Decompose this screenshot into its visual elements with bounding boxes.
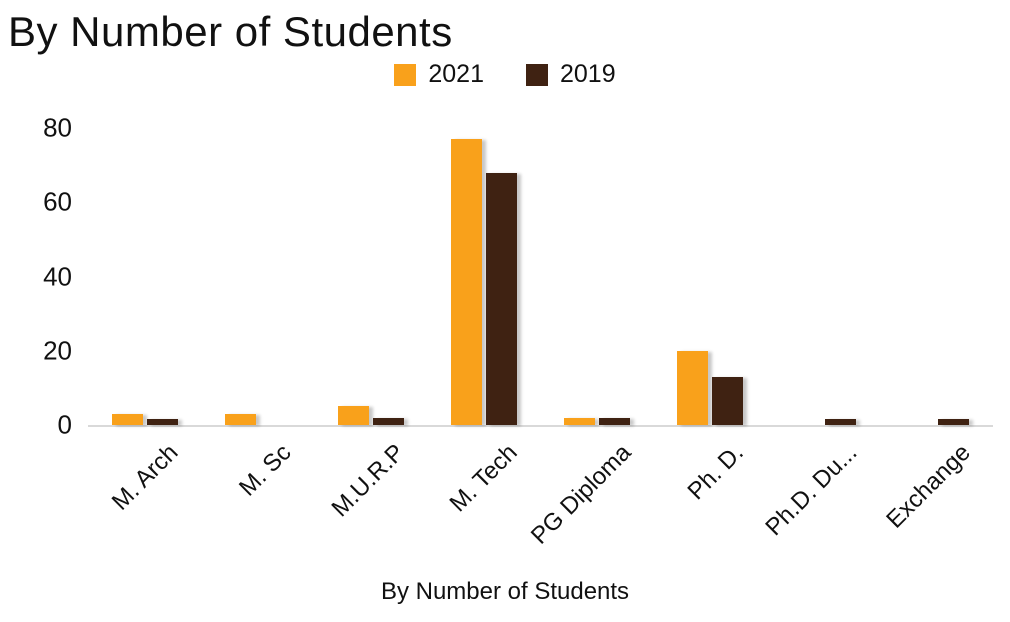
legend-swatch-icon <box>394 63 417 86</box>
bar-2021 <box>450 139 482 425</box>
y-tick-label: 60 <box>43 186 72 217</box>
plot-area: 0 20 40 60 80 M. Arch M. Sc M.U.R.P M. Tech PG D… <box>43 113 993 550</box>
x-tick-label: Ph.D. Du... <box>760 439 863 542</box>
x-tick-label: Ph. D. <box>682 439 750 506</box>
legend-label: 2019 <box>560 60 616 88</box>
x-tick-label: M. Tech <box>444 439 523 518</box>
x-axis-title: By Number of Students <box>380 578 630 605</box>
bar-group: Ph.D. Du... <box>760 128 862 541</box>
bar-2019 <box>825 419 857 425</box>
y-tick-label: 20 <box>43 335 72 366</box>
y-tick-label: 40 <box>43 261 72 291</box>
bar-2019 <box>485 172 517 425</box>
y-tick-label: 80 <box>43 112 72 143</box>
x-tick-label: M. Arch <box>106 439 184 516</box>
y-tick-label: 0 <box>57 409 72 440</box>
legend: 2021 2019 <box>0 60 1010 89</box>
bar-2021 <box>224 413 256 425</box>
legend-item-2019: 2019 <box>526 60 616 89</box>
x-tick-label: PG Diploma <box>525 439 636 550</box>
bar-2021 <box>564 417 596 425</box>
bar-2019 <box>372 417 404 425</box>
bar-group: Exchange <box>881 128 975 534</box>
legend-item-2021: 2021 <box>394 60 484 89</box>
bar-2019 <box>146 419 178 425</box>
bar-2019 <box>712 376 744 425</box>
bar-group: M. Sc <box>224 128 297 501</box>
bar-2019 <box>938 419 970 425</box>
bar-group: M. Arch <box>107 128 183 516</box>
bar-group: M. Tech <box>445 128 523 517</box>
bar-2021 <box>111 413 143 425</box>
x-tick-label: Exchange <box>880 439 976 534</box>
x-tick-label: M.U.R.P <box>326 439 410 523</box>
x-tick-label: M. Sc <box>234 439 297 502</box>
bar-group: Ph. D. <box>677 128 749 505</box>
legend-swatch-icon <box>526 63 548 86</box>
legend-label: 2021 <box>428 60 484 88</box>
bar-groups: M. Arch M. Sc M.U.R.P M. Tech PG Diploma Ph. … <box>88 128 993 550</box>
chart-title: By Number of Students <box>8 8 453 55</box>
bar-2019 <box>599 417 631 425</box>
bar-group: M.U.R.P <box>327 128 410 522</box>
bar-2021 <box>337 406 369 425</box>
bar-2021 <box>677 350 709 425</box>
bar-group: PG Diploma <box>525 128 636 550</box>
